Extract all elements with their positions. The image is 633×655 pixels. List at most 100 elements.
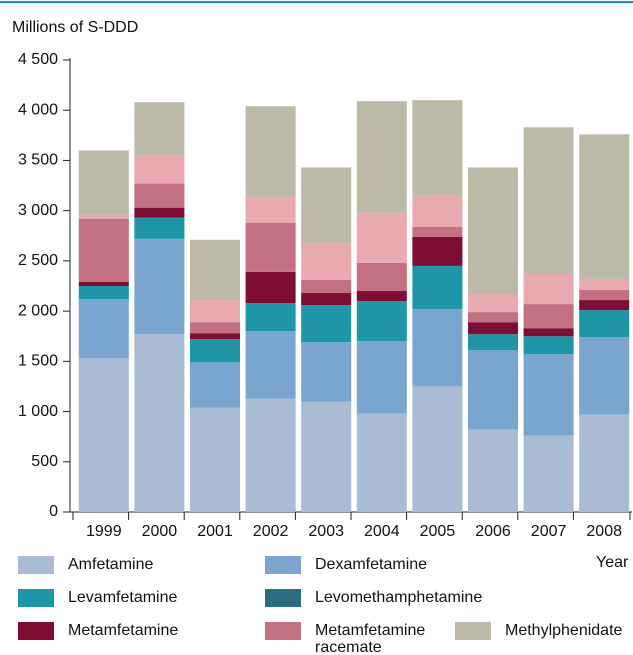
bar-segment — [579, 300, 630, 311]
bar-segment — [579, 414, 630, 512]
bar-segment — [245, 398, 296, 512]
bar-segment — [523, 328, 574, 337]
y-tick-label: 4 000 — [18, 101, 58, 118]
bar-segment — [467, 312, 519, 323]
x-tick-label: 2001 — [197, 523, 233, 540]
bar-segment — [356, 212, 407, 263]
legend-swatch — [18, 622, 54, 640]
bar-segment — [356, 301, 407, 342]
bar-segment — [245, 331, 296, 399]
y-tick-label: 1 000 — [18, 403, 58, 420]
bar-segment — [467, 429, 519, 512]
bar-segment — [579, 290, 630, 301]
y-axis-label: Millions of S-DDD — [12, 19, 138, 36]
legend-item: Levamfetamine — [18, 589, 258, 607]
bar-segment — [189, 339, 241, 363]
y-tick-label: 500 — [31, 453, 58, 470]
bar-segment — [78, 150, 129, 215]
bar-segment — [579, 134, 630, 279]
bar-segment — [134, 102, 185, 156]
bar-segment — [134, 207, 185, 218]
bar-segment — [78, 286, 129, 300]
legend-label: Levomethamphetamine — [315, 589, 483, 606]
bar-segment — [189, 239, 241, 301]
bar-segment — [134, 155, 185, 184]
legend-swatch — [265, 622, 301, 640]
bar-segment — [356, 413, 407, 512]
bar-segment — [301, 293, 352, 306]
legend-label: Dexamfetamine — [315, 556, 428, 573]
bar-segment — [245, 303, 296, 332]
bar-segment — [301, 279, 352, 294]
bar-segment — [301, 243, 352, 280]
bar-segment — [412, 195, 463, 227]
bar-segment — [134, 183, 185, 208]
bar-segment — [78, 218, 129, 282]
bar-segment — [356, 262, 407, 292]
bar-segment — [523, 435, 574, 512]
bar-segment — [301, 167, 352, 244]
bar-segment — [579, 337, 630, 415]
bar-segment — [189, 333, 241, 340]
legend-label: Metamfetamine — [68, 622, 179, 639]
bar-segment — [412, 265, 463, 310]
bar-segment — [134, 238, 185, 335]
legend-label: Levamfetamine — [68, 589, 178, 606]
bar-segment — [467, 350, 519, 430]
x-tick-label: 2003 — [308, 523, 344, 540]
legend-swatch — [265, 589, 301, 607]
bar-segment — [412, 226, 463, 237]
bar-segment — [134, 334, 185, 512]
bar-segment — [301, 342, 352, 402]
bar-segment — [301, 305, 352, 343]
bar-segment — [523, 336, 574, 355]
bar-segment — [467, 322, 519, 335]
bar-segment — [356, 341, 407, 414]
x-tick-label: 2002 — [253, 523, 289, 540]
bar-segment — [579, 278, 630, 291]
bar-segment — [78, 358, 129, 512]
bar-segment — [78, 299, 129, 359]
bar-segment — [189, 300, 241, 323]
bar-segment — [78, 214, 129, 219]
bar-segment — [356, 291, 407, 302]
bar-segment — [189, 362, 241, 408]
bar-segment — [189, 407, 241, 512]
legend-swatch — [18, 556, 54, 574]
y-tick-label: 2 500 — [18, 252, 58, 269]
bar-segment — [467, 334, 519, 351]
y-tick-label: 0 — [49, 503, 58, 520]
legend-label: Amfetamine — [68, 556, 154, 573]
bar-segment — [523, 127, 574, 274]
legend-label: Methylphenidate — [505, 622, 623, 639]
bar-segment — [579, 310, 630, 338]
bar-segment — [245, 222, 296, 272]
x-tick-label: 2008 — [586, 523, 622, 540]
legend-label: Metamfetamine racemate — [315, 622, 426, 655]
legend-item: Dexamfetamine — [265, 556, 450, 574]
y-tick-label: 3 500 — [18, 152, 58, 169]
y-tick-label: 2 000 — [18, 302, 58, 319]
legend-item: Metamfetamine racemate — [265, 622, 450, 655]
bar-segment — [412, 236, 463, 266]
x-tick-label: 2007 — [531, 523, 567, 540]
legend-swatch — [455, 622, 491, 640]
legend-item: Amfetamine — [18, 556, 258, 574]
legend-item: Levomethamphetamine — [265, 589, 483, 607]
bar-segment — [356, 101, 407, 213]
bar-segment — [412, 386, 463, 512]
x-tick-label: 1999 — [86, 523, 122, 540]
y-tick-label: 3 000 — [18, 202, 58, 219]
bar-segment — [245, 271, 296, 304]
bar-segment — [467, 167, 519, 295]
bar-segment — [523, 354, 574, 436]
bar-segment — [523, 273, 574, 305]
legend-swatch — [18, 589, 54, 607]
bar-segment — [301, 401, 352, 512]
x-tick-label: 2000 — [142, 523, 178, 540]
bar-segment — [245, 106, 296, 198]
legend-item: Methylphenidate — [455, 622, 633, 640]
y-tick-label: 4 500 — [18, 51, 58, 68]
